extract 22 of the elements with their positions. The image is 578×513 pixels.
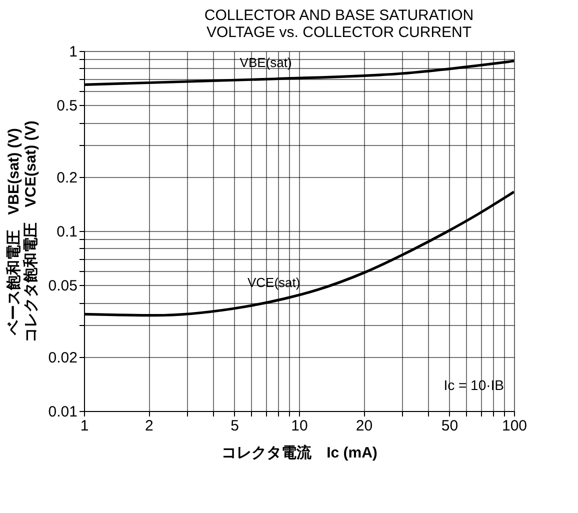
y-tick-label: 0.01 [48,404,78,420]
series-label: VCE(sat) [247,274,300,290]
annotation: Ic = 10·IB [444,377,504,393]
x-tick-label: 20 [356,418,373,434]
y-tick-label: 0.1 [56,224,78,240]
series-label: VBE(sat) [240,54,292,70]
x-tick-label: 2 [145,418,154,434]
text: ベース飽和電圧 VBE(sat) (V) [5,128,22,335]
x-tick-label: 1 [80,418,89,434]
text: VOLTAGE vs. COLLECTOR CURRENT [206,24,472,41]
text: COLLECTOR AND BASE SATURATION [204,7,474,24]
text: コレクタ飽和電圧 VCE(sat) (V) [22,120,40,342]
x-tick-label: 5 [230,418,239,434]
x-tick-label: 50 [441,418,458,434]
x-tick-label: 10 [291,418,308,434]
x-tick-label: 100 [502,418,528,434]
y-tick-label: 0.05 [48,278,78,295]
y-tick-label: 0.5 [56,98,78,115]
x-axis-title: コレクタ電流 Ic (mA) [222,444,378,462]
y-tick-label: 1 [69,44,78,60]
y-tick-label: 0.2 [56,169,78,186]
y-tick-label: 0.02 [48,349,78,366]
